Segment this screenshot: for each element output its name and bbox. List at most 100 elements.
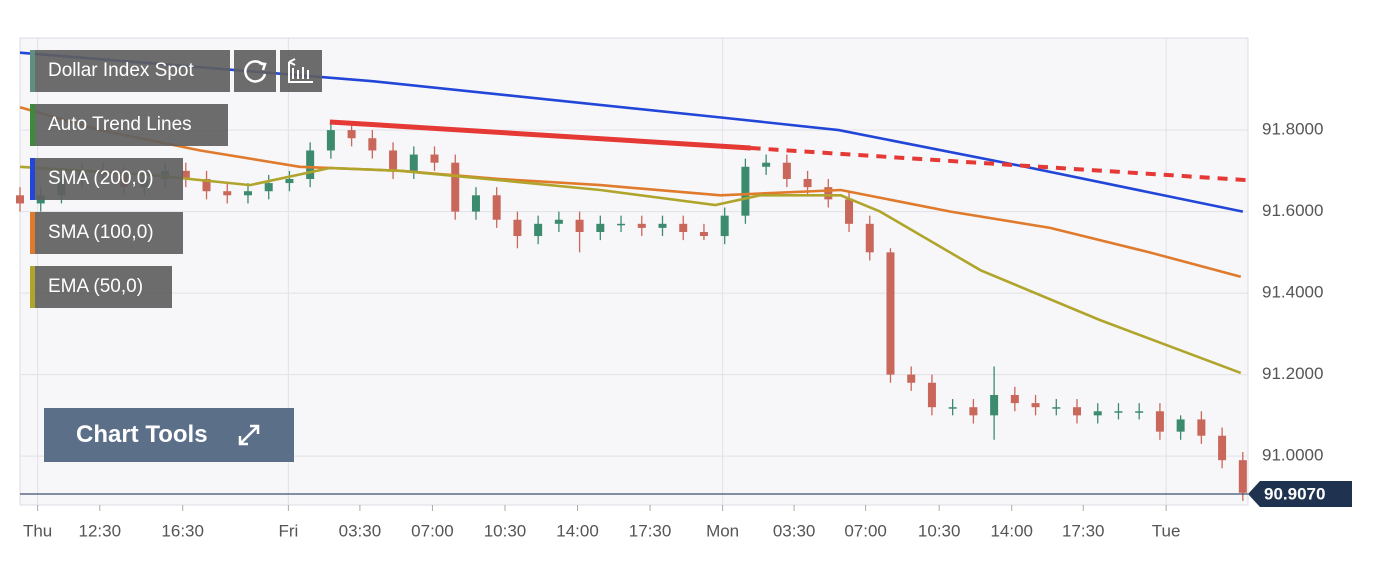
legend-label: SMA (100,0) (48, 222, 154, 243)
candle-body (1155, 411, 1164, 432)
candle-body (575, 219, 584, 232)
tool-name: Auto Trend Lines (48, 114, 192, 135)
candle-body (969, 407, 978, 416)
candle-body (554, 219, 563, 224)
candle-body (306, 150, 315, 179)
candle-body (658, 223, 667, 228)
candle-body (223, 191, 232, 196)
legend-swatch (30, 212, 35, 254)
legend-item[interactable]: SMA (100,0) (30, 212, 183, 254)
x-tick-label: Mon (706, 521, 739, 540)
y-tick-label: 91.8000 (1262, 120, 1323, 139)
candle-body (679, 223, 688, 232)
indicator-button[interactable] (280, 50, 322, 92)
refresh-icon (244, 60, 267, 83)
candle-body (865, 223, 874, 253)
candle-body (513, 219, 522, 237)
legend-label: SMA (200,0) (48, 168, 154, 189)
candle-body (1010, 394, 1019, 404)
x-tick-label: 12:30 (79, 521, 122, 540)
candle-body (596, 223, 605, 232)
chart-tools-label: Chart Tools (76, 421, 208, 448)
candle-body (803, 178, 812, 188)
candle-body (845, 199, 854, 224)
instrument-name: Dollar Index Spot (48, 60, 194, 81)
candle-body (451, 162, 460, 212)
candle-body (326, 130, 335, 151)
candle-body (824, 187, 833, 200)
x-tick-label: Thu (23, 521, 52, 540)
instrument-chip[interactable]: Dollar Index Spot (30, 50, 230, 92)
candle-body (886, 252, 895, 375)
candle-body (1218, 435, 1227, 461)
y-tick-label: 91.0000 (1262, 446, 1323, 465)
candle-body (181, 170, 190, 179)
candle-body (430, 154, 439, 163)
candle-body (347, 130, 356, 139)
y-tick-label: 91.6000 (1262, 201, 1323, 220)
x-tick-label: 07:00 (411, 521, 454, 540)
candle-body (389, 150, 398, 171)
candle-body (907, 374, 916, 383)
candle-body (1052, 407, 1061, 409)
indicator-icon (288, 58, 313, 83)
x-tick-label: 03:30 (339, 521, 382, 540)
candle-body (948, 407, 957, 409)
x-tick-label: 10:30 (484, 521, 527, 540)
y-tick-label: 91.4000 (1262, 283, 1323, 302)
candle-body (471, 195, 480, 212)
x-tick-label: 14:00 (990, 521, 1033, 540)
candle-body (637, 223, 646, 228)
x-tick-label: 14:00 (556, 521, 599, 540)
candle-body (409, 154, 418, 171)
x-tick-label: Tue (1152, 521, 1181, 540)
candle-body (1176, 419, 1185, 432)
candle-body (720, 215, 729, 237)
x-tick-label: 16:30 (161, 521, 204, 540)
candle-body (699, 231, 708, 237)
current-price-label: 90.9070 (1264, 484, 1325, 503)
candle-body (285, 178, 294, 184)
legend-item[interactable]: SMA (200,0) (30, 158, 183, 200)
candle-body (534, 223, 543, 237)
candle-body (1093, 411, 1102, 416)
candle-body (990, 394, 999, 416)
indicator-line (19, 106, 1242, 279)
y-tick-label: 91.2000 (1262, 364, 1323, 383)
candle-body (927, 382, 936, 408)
expand-icon (238, 424, 260, 446)
trend-line-projection (750, 146, 1249, 183)
x-tick-label: 17:30 (629, 521, 672, 540)
candle-body (1238, 460, 1247, 493)
candle-body (1031, 403, 1040, 408)
candle-body (1197, 419, 1206, 436)
chart-tools-button[interactable]: Chart Tools (44, 408, 294, 462)
candle-body (1135, 411, 1144, 413)
x-tick-label: 17:30 (1062, 521, 1105, 540)
x-tick-label: 07:00 (844, 521, 887, 540)
x-tick-label: 10:30 (918, 521, 961, 540)
candle-body (762, 162, 771, 167)
x-tick-label: 03:30 (773, 521, 816, 540)
x-tick-label: Fri (278, 521, 298, 540)
legend-label: EMA (50,0) (48, 276, 144, 297)
trend-line (329, 119, 751, 151)
candle-body (368, 138, 377, 151)
refresh-button[interactable] (234, 50, 276, 92)
candle-body (492, 195, 501, 220)
candle-body (617, 223, 626, 226)
candle-body (202, 178, 211, 192)
candle-body (243, 191, 252, 196)
tool-chip[interactable]: Auto Trend Lines (30, 104, 228, 146)
candle-body (741, 166, 750, 216)
legend-swatch (30, 158, 35, 200)
candle-body (264, 183, 273, 192)
candle-body (16, 195, 24, 204)
current-price-tag (1248, 480, 1352, 507)
candle-body (782, 162, 791, 179)
indicator-line (19, 165, 1242, 375)
legend-item[interactable]: EMA (50,0) (30, 266, 172, 308)
candle-body (1073, 407, 1082, 416)
legend-swatch (30, 266, 35, 308)
